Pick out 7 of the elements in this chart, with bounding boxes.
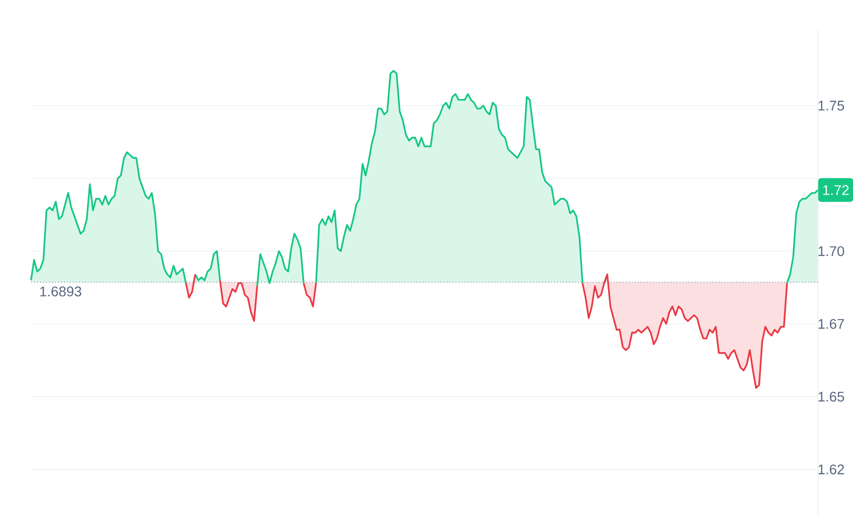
annotation: 1.72 (823, 185, 849, 195)
y-tick-label: 1.67 (818, 318, 844, 329)
y-tick-label: 1.65 (818, 392, 844, 402)
y-tick-label: 1.70 (818, 246, 844, 256)
y-tick-label: 1.75 (818, 100, 844, 111)
ref-line-label: 1.6893 (40, 286, 82, 296)
y-tick-label: 1.62 (818, 464, 844, 474)
